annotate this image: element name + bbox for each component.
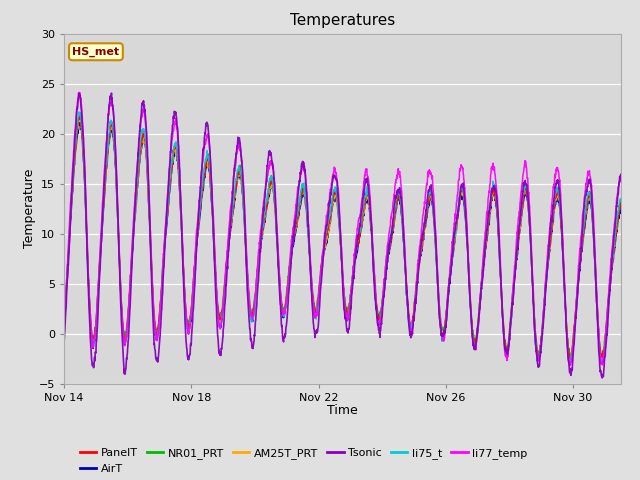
li75_t bbox=[275, 255, 282, 261]
Legend: PanelT, AirT, NR01_PRT, AM25T_PRT, Tsonic, li75_t, li77_temp: PanelT, AirT, NR01_PRT, AM25T_PRT, Tsoni… bbox=[75, 444, 532, 478]
AM25T_PRT bbox=[380, 286, 387, 292]
Tsonic bbox=[60, 341, 68, 347]
li75_t bbox=[537, 346, 545, 352]
Line: li75_t: li75_t bbox=[64, 112, 621, 363]
Tsonic bbox=[617, 171, 625, 177]
AirT bbox=[537, 344, 545, 349]
PanelT bbox=[566, 358, 574, 363]
li77_temp bbox=[60, 330, 68, 336]
li75_t bbox=[566, 360, 574, 366]
Line: AirT: AirT bbox=[64, 120, 621, 365]
NR01_PRT bbox=[617, 198, 625, 204]
li75_t bbox=[617, 196, 625, 202]
li77_temp bbox=[246, 298, 253, 303]
PanelT bbox=[537, 343, 545, 348]
X-axis label: Time: Time bbox=[327, 405, 358, 418]
Tsonic bbox=[108, 90, 115, 96]
NR01_PRT bbox=[60, 319, 68, 325]
Tsonic bbox=[275, 263, 282, 269]
NR01_PRT bbox=[76, 112, 83, 118]
Tsonic bbox=[598, 375, 606, 381]
AirT bbox=[275, 259, 282, 265]
PanelT bbox=[75, 113, 83, 119]
Line: PanelT: PanelT bbox=[64, 116, 621, 360]
AM25T_PRT bbox=[511, 272, 518, 277]
AirT bbox=[566, 362, 573, 368]
Tsonic bbox=[511, 278, 518, 284]
li75_t bbox=[380, 291, 387, 297]
PanelT bbox=[275, 252, 282, 257]
AirT bbox=[246, 305, 253, 311]
AM25T_PRT bbox=[566, 360, 574, 366]
PanelT bbox=[60, 323, 68, 329]
NR01_PRT bbox=[373, 301, 381, 307]
Line: AM25T_PRT: AM25T_PRT bbox=[64, 120, 621, 363]
li77_temp bbox=[380, 288, 387, 293]
Tsonic bbox=[537, 350, 545, 356]
li75_t bbox=[75, 109, 83, 115]
Tsonic bbox=[380, 293, 387, 299]
NR01_PRT bbox=[511, 269, 518, 275]
AM25T_PRT bbox=[617, 203, 625, 208]
AM25T_PRT bbox=[373, 308, 381, 313]
AM25T_PRT bbox=[76, 117, 83, 123]
li77_temp bbox=[275, 246, 282, 252]
AirT bbox=[617, 206, 625, 212]
li75_t bbox=[511, 270, 518, 276]
Y-axis label: Temperature: Temperature bbox=[23, 169, 36, 249]
NR01_PRT bbox=[380, 286, 387, 292]
Line: NR01_PRT: NR01_PRT bbox=[64, 115, 621, 359]
NR01_PRT bbox=[275, 252, 282, 257]
NR01_PRT bbox=[537, 341, 545, 347]
Tsonic bbox=[373, 311, 381, 316]
PanelT bbox=[617, 203, 625, 209]
PanelT bbox=[373, 303, 381, 309]
NR01_PRT bbox=[246, 294, 253, 300]
PanelT bbox=[511, 273, 518, 278]
PanelT bbox=[380, 288, 387, 294]
Title: Temperatures: Temperatures bbox=[290, 13, 395, 28]
Line: li77_temp: li77_temp bbox=[64, 92, 621, 365]
li77_temp bbox=[511, 263, 518, 269]
AM25T_PRT bbox=[246, 304, 253, 310]
AirT bbox=[76, 117, 84, 123]
AM25T_PRT bbox=[60, 324, 68, 329]
li75_t bbox=[60, 323, 68, 329]
AirT bbox=[60, 325, 68, 331]
PanelT bbox=[246, 302, 253, 308]
li77_temp bbox=[537, 342, 545, 348]
li77_temp bbox=[373, 308, 381, 313]
li75_t bbox=[246, 304, 253, 310]
Text: HS_met: HS_met bbox=[72, 47, 120, 57]
AirT bbox=[380, 294, 387, 300]
AM25T_PRT bbox=[275, 253, 282, 259]
Line: Tsonic: Tsonic bbox=[64, 93, 621, 378]
AirT bbox=[373, 310, 381, 316]
AM25T_PRT bbox=[537, 341, 545, 347]
AirT bbox=[511, 275, 518, 281]
li77_temp bbox=[566, 362, 574, 368]
li75_t bbox=[373, 308, 381, 313]
li77_temp bbox=[617, 172, 625, 178]
Tsonic bbox=[246, 321, 253, 326]
li77_temp bbox=[76, 89, 83, 95]
NR01_PRT bbox=[598, 356, 606, 361]
